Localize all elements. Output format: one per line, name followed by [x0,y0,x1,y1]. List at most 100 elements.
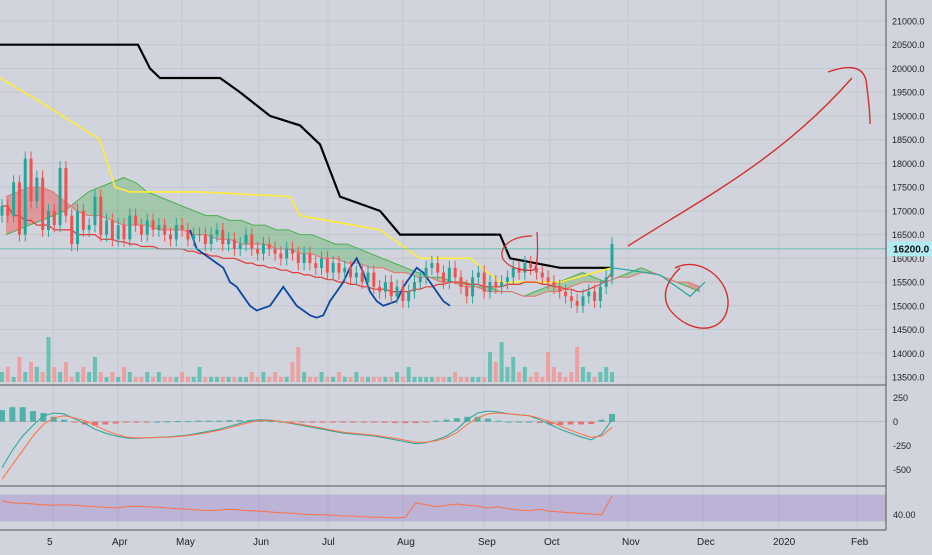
price-pane[interactable] [0,43,886,382]
volume-bar [482,377,487,382]
cloud-segment [394,263,406,273]
candle-body [523,263,527,273]
macd-hist-bar [143,421,150,423]
candle-body [250,234,254,249]
volume-bar [488,352,492,382]
candle-body [93,196,97,226]
candle-body [302,253,306,264]
macd-pane[interactable] [0,407,886,480]
time-tick-label: Feb [851,537,869,548]
candle-body [105,220,109,235]
candle-body [581,296,585,306]
candle-body [354,272,358,278]
price-tick-label: 19500.0 [892,88,925,98]
macd-hist-bar [557,421,564,425]
rsi-axis[interactable]: 40.00 [893,510,916,520]
candle-body [29,158,33,202]
time-tick-label: Apr [112,537,128,548]
candle-body [273,248,277,254]
candle-body [209,234,213,245]
candle-body [81,210,85,230]
volume-bar [0,372,4,382]
price-tick-label: 18500.0 [892,135,925,145]
candle-body [157,225,161,230]
volume-bar [226,377,231,382]
candle-body [598,286,602,302]
volume-bar [517,372,522,382]
volume-bar [586,372,591,382]
future-span [611,267,706,298]
plot-background [0,0,886,530]
candle-body [331,263,335,273]
candle-body [203,234,207,245]
volume-bar [458,377,463,382]
macd-hist-bar [309,421,316,423]
macd-hist-bar [381,421,388,423]
candle-body [215,229,219,235]
macd-hist-bar [453,418,460,422]
price-tick-label: 16500.0 [892,230,925,240]
candle-body [308,253,312,264]
volume-bar [284,377,289,382]
candle-body [46,210,50,230]
macd-hist-bar [185,421,192,423]
candle-body [64,168,68,216]
macd-hist-bar [609,413,615,422]
macd-hist-bar [92,421,99,426]
volume-bar [180,372,185,382]
macd-hist-bar [61,419,68,422]
candle-body [238,244,242,249]
circle-annotation [664,263,729,329]
volume-bar [87,372,92,382]
rsi-band [0,494,886,522]
price-axis[interactable]: 21000.0 20500.0 20000.0 19500.0 19000.0 18500… [885,0,932,550]
volume-bar [435,377,440,382]
macd-hist-bar [19,407,26,422]
cloud-segment [253,225,265,245]
candle-body [569,296,573,302]
macd-hist-bar [298,421,305,423]
volume-bar [575,347,580,382]
leading-span-a [5,177,701,297]
volume-bar [418,377,423,382]
macd-hist-bar [505,421,512,423]
candle-body [221,229,225,245]
candle-body [192,234,196,240]
cloud-segment [100,182,112,221]
volume-bar [174,377,179,382]
candle-body [168,234,172,240]
price-tick-label: 15500.0 [892,278,925,288]
volume-bar [336,372,341,382]
candle-body [552,282,556,287]
volume-bar [476,377,481,382]
macd-hist-bar [515,421,522,423]
rsi-tick-label: 40.00 [893,510,916,520]
macd-hist-bar [236,420,243,422]
candle-body [471,277,475,297]
macd-hist-bar [567,421,574,425]
candle-body [325,258,329,273]
candle-body [244,234,248,245]
macd-hist-bar [278,421,285,423]
time-tick-label: 5 [47,537,53,548]
cloud-segment [264,225,277,249]
volume-bar [261,372,266,382]
volume-bar [116,377,121,382]
macd-hist-bar [195,420,202,422]
volume-bar [249,372,254,382]
volume-bar [348,377,353,382]
candle-body [320,258,324,268]
volume-bar [307,377,312,382]
time-axis[interactable]: 5 Apr May Jun Jul Aug Sep Oct Nov Dec 2020 Feb [47,537,869,548]
volume-bar [290,362,295,382]
volume-bar [563,377,568,382]
volume-bar [255,377,260,382]
volume-bar [145,372,150,382]
candle-body [52,210,56,226]
macd-axis[interactable]: 250 0 -250 -500 [893,393,911,475]
chikou-line [189,229,451,319]
volume-bar [162,377,167,382]
rsi-pane[interactable] [0,494,886,522]
candles [0,151,614,313]
